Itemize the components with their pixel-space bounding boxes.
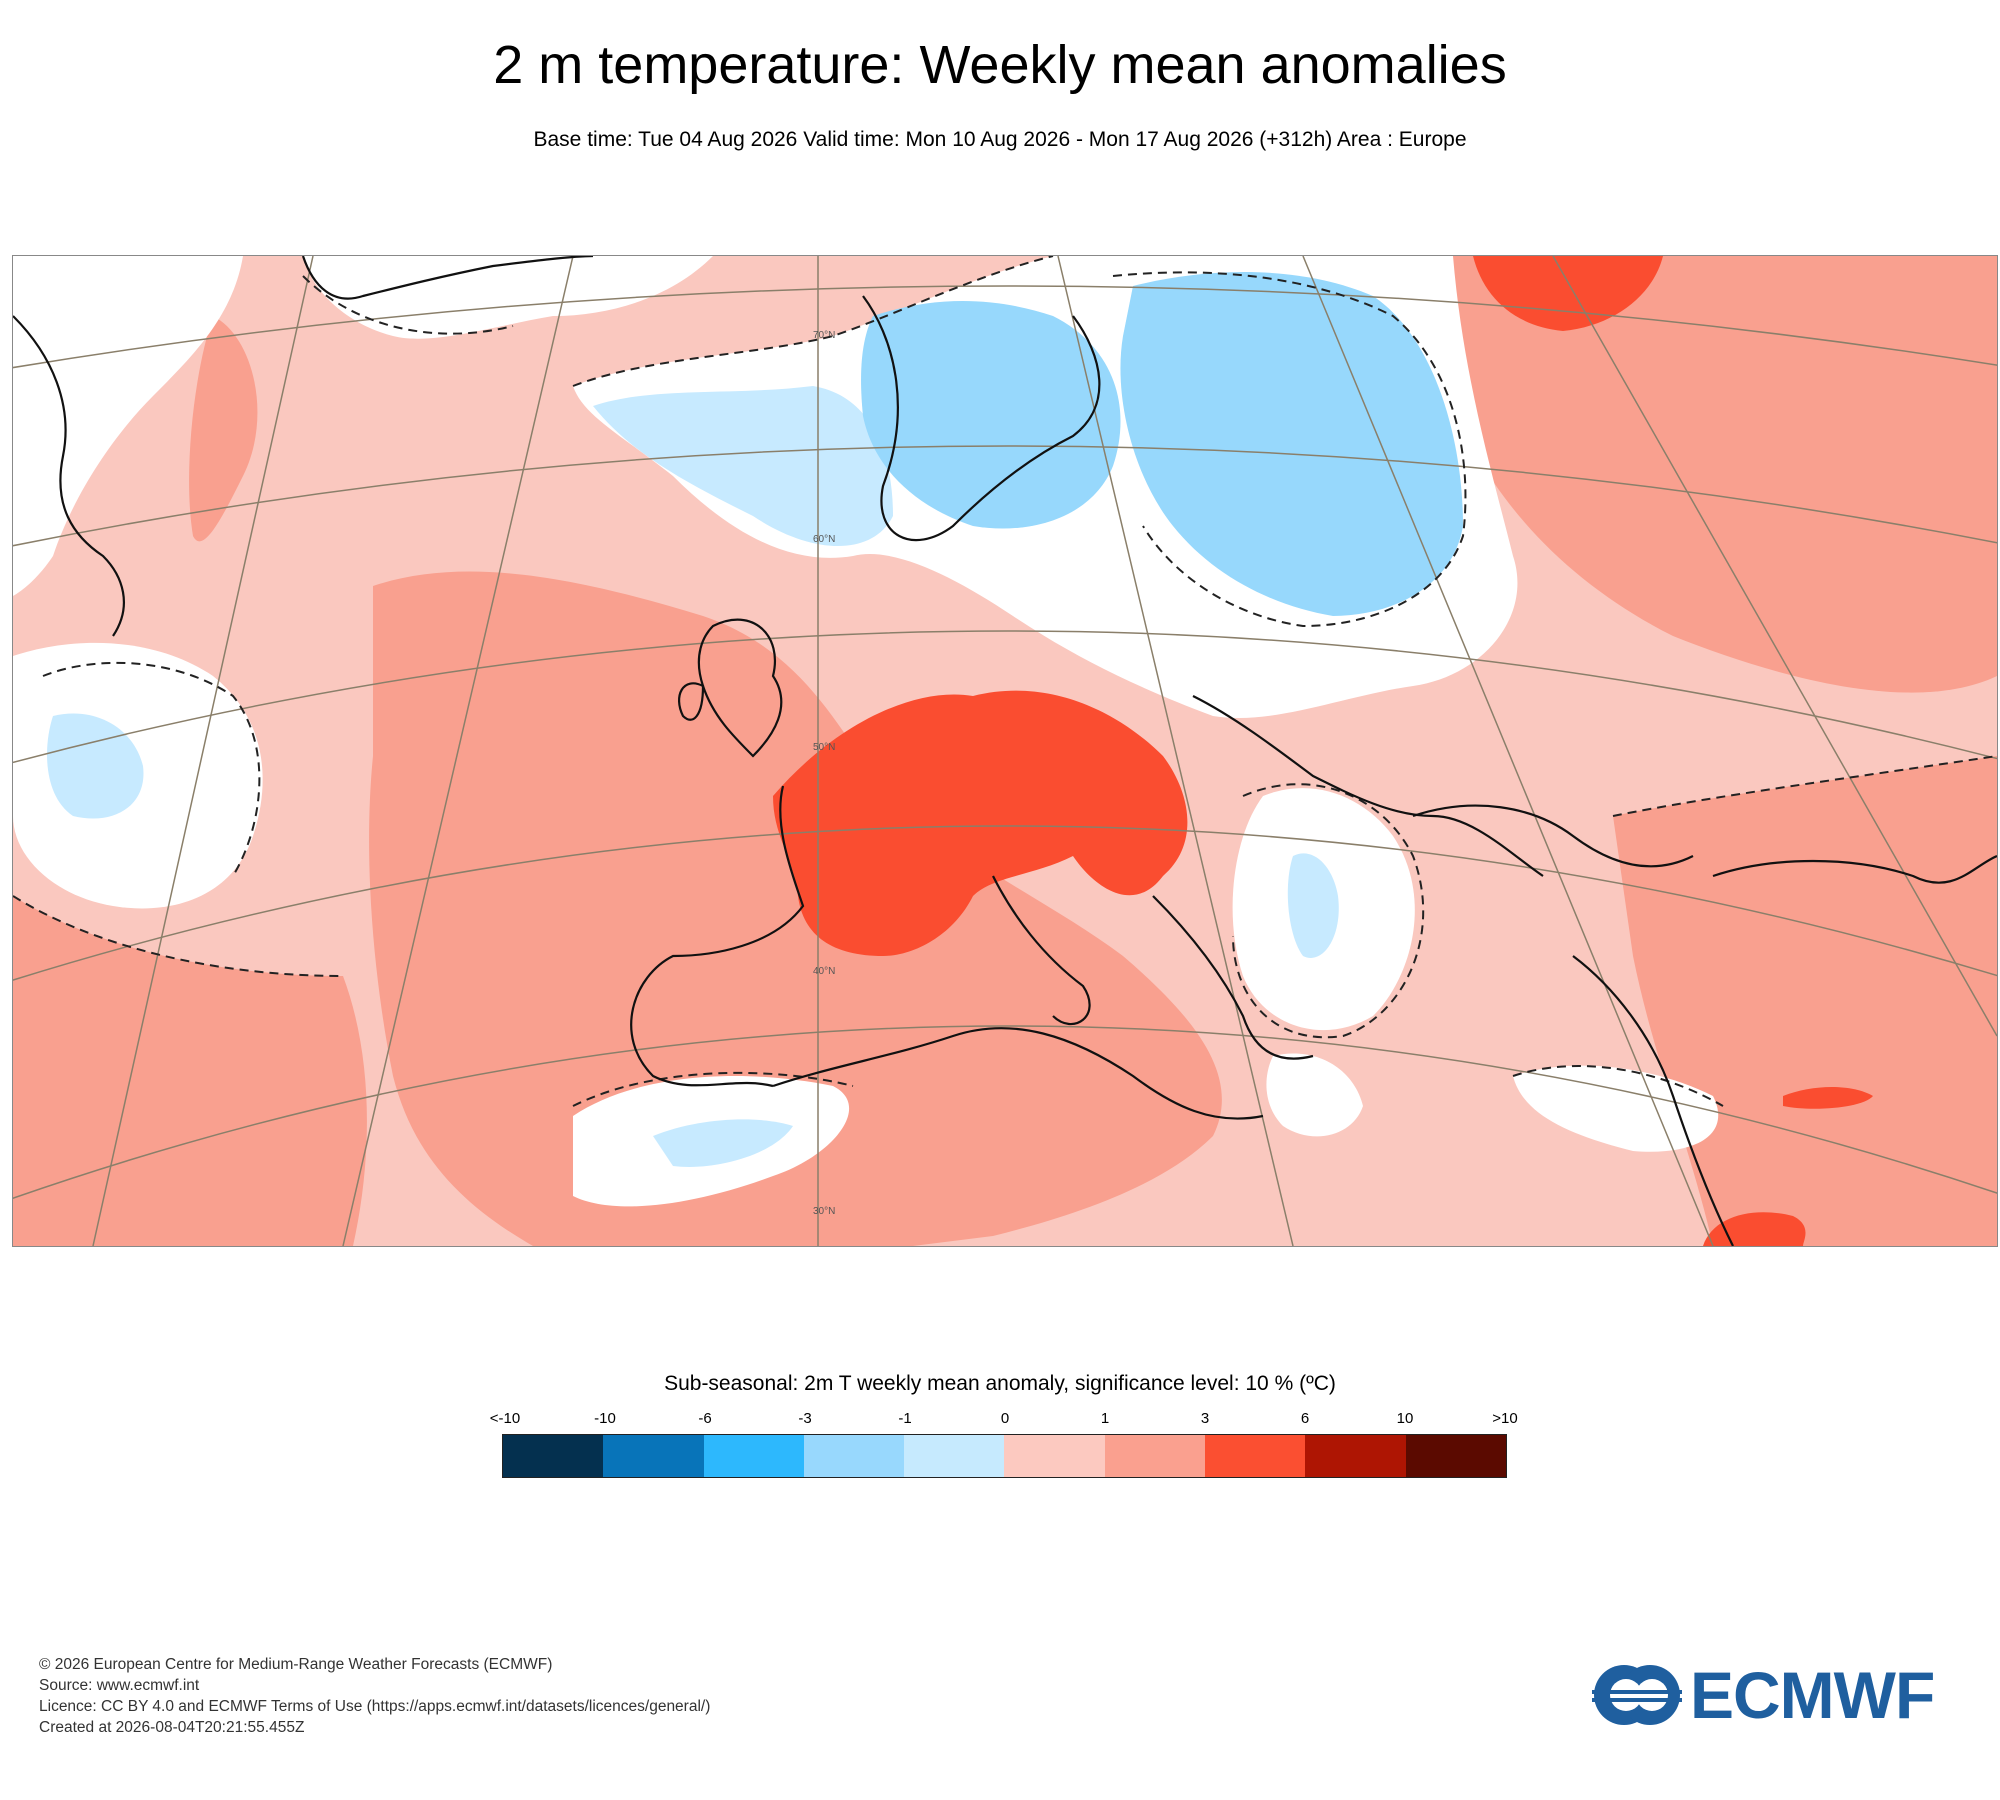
neutral-region-libya <box>1266 1053 1363 1137</box>
legend-tick: 10 <box>1396 1410 1414 1427</box>
legend-tick: -10 <box>594 1410 616 1427</box>
legend-swatch-3 <box>803 1435 905 1477</box>
legend-swatch-4 <box>904 1435 1005 1477</box>
latitude-labels: 70°N 60°N 50°N 40°N 30°N <box>813 330 835 1217</box>
legend-tick: 6 <box>1300 1410 1310 1427</box>
legend-swatch-5 <box>1004 1435 1105 1477</box>
cold-region-western-russia <box>1120 272 1463 616</box>
legend-ticks: <-10 -10 -6 -3 -1 0 1 3 6 10 >10 <box>450 1410 1570 1430</box>
legend-swatch-1 <box>603 1435 704 1477</box>
neutral-region-greenland <box>303 256 713 339</box>
ecmwf-logo-icon <box>1592 1665 1682 1725</box>
footer-copyright: © 2026 European Centre for Medium-Range … <box>39 1656 553 1673</box>
legend-tick: 0 <box>1000 1410 1010 1427</box>
lat-label-50: 50°N <box>813 742 835 753</box>
lat-label-70: 70°N <box>813 330 835 341</box>
cold-region-scandinavia <box>861 301 1121 529</box>
legend-tick: -6 <box>698 1410 712 1427</box>
footer-licence: Licence: CC BY 4.0 and ECMWF Terms of Us… <box>39 1698 711 1715</box>
legend-swatch-2 <box>703 1435 804 1477</box>
chart-title: 2 m temperature: Weekly mean anomalies <box>493 35 1507 95</box>
legend-tick: -3 <box>798 1410 812 1427</box>
legend-swatch-8 <box>1305 1435 1406 1477</box>
chart-subtitle: Base time: Tue 04 Aug 2026 Valid time: M… <box>533 128 1467 151</box>
color-scale-bar <box>502 1434 1507 1478</box>
legend-swatch-0 <box>503 1435 604 1477</box>
lat-label-40: 40°N <box>813 966 835 977</box>
footer-source: Source: www.ecmwf.int <box>39 1677 200 1694</box>
cool-region-north-africa <box>653 1119 793 1167</box>
legend-swatch-7 <box>1205 1435 1306 1477</box>
legend-swatch-9 <box>1405 1435 1506 1477</box>
footer-created: Created at 2026-08-04T20:21:55.455Z <box>39 1719 305 1736</box>
warm-region-atlantic <box>369 571 1222 1246</box>
ecmwf-logo-text: ECMWF <box>1690 1658 1935 1732</box>
cool-region-balkans <box>1287 853 1339 958</box>
legend-tick: 1 <box>1100 1410 1110 1427</box>
legend-tick: >10 <box>1492 1410 1518 1427</box>
warm-region-northwest <box>189 316 258 542</box>
warm-region-southwest <box>13 896 367 1246</box>
hot-patch-east <box>1783 1087 1873 1109</box>
legend-title: Sub-seasonal: 2m T weekly mean anomaly, … <box>664 1372 1336 1395</box>
warm-region-northeast <box>1453 256 1997 693</box>
graticule <box>13 256 1997 1246</box>
neutral-region-middle-east <box>1513 1065 1719 1152</box>
map-svg: 70°N 60°N 50°N 40°N 30°N <box>13 256 1997 1246</box>
ecmwf-logo[interactable]: ECMWF <box>1592 1658 1972 1732</box>
significance-contours <box>13 256 1997 1107</box>
coastlines <box>13 256 1997 1246</box>
footer: © 2026 European Centre for Medium-Range … <box>39 1654 710 1738</box>
hot-region-central-europe <box>773 690 1188 956</box>
legend-tick: 3 <box>1200 1410 1210 1427</box>
hot-region-northeast <box>1473 256 1663 331</box>
lat-label-30: 30°N <box>813 1206 835 1217</box>
legend-swatch-6 <box>1104 1435 1206 1477</box>
lat-label-60: 60°N <box>813 534 835 545</box>
cool-region-mid-atlantic <box>47 713 144 819</box>
legend-tick: <-10 <box>489 1410 521 1427</box>
legend-tick: -1 <box>898 1410 912 1427</box>
anomaly-map[interactable]: 70°N 60°N 50°N 40°N 30°N <box>12 255 1998 1247</box>
